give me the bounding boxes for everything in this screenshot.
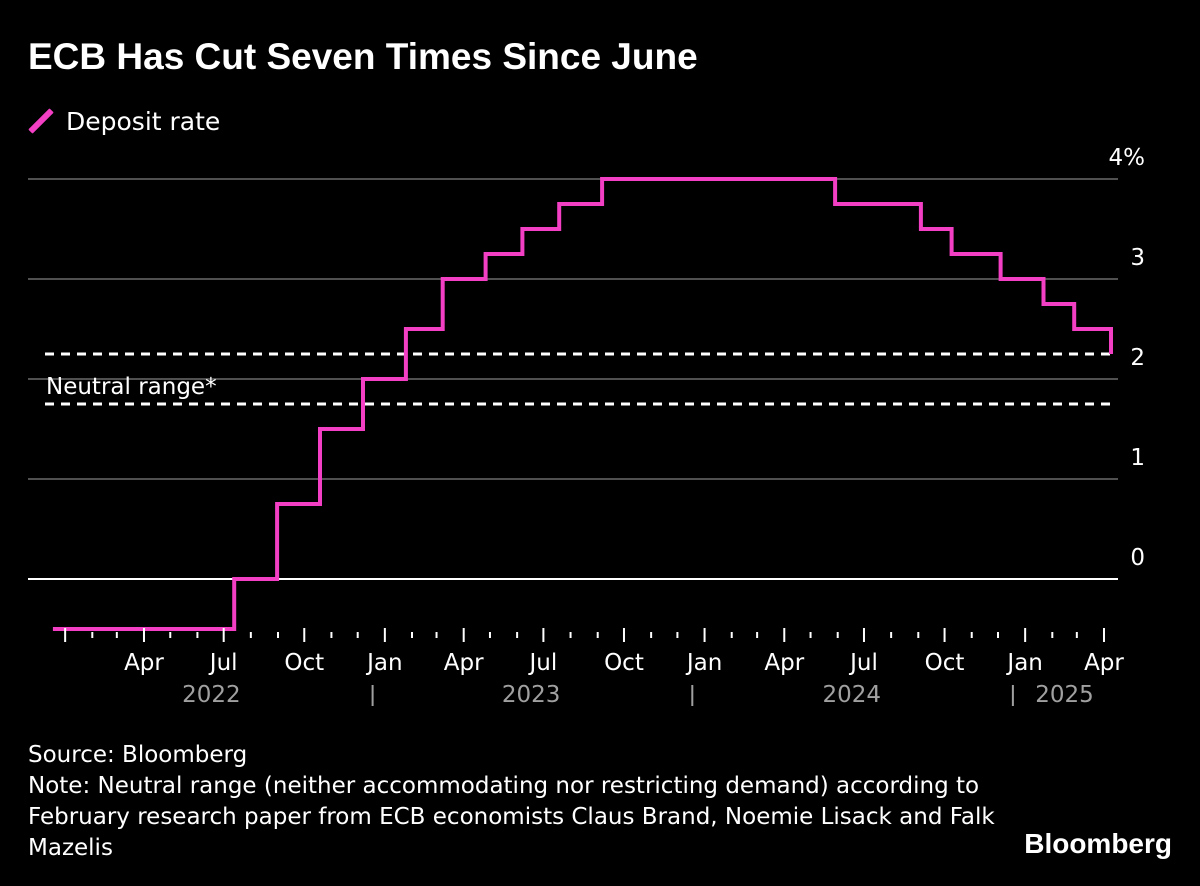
x-month-label: Apr — [764, 650, 804, 676]
x-year-label: 2024 — [822, 682, 881, 708]
x-month-label: Oct — [604, 650, 644, 676]
x-month-label: Jul — [208, 650, 238, 676]
series-line-deposit-rate — [52, 177, 1113, 631]
y-tick-label: 0 — [1130, 545, 1145, 571]
legend-label: Deposit rate — [66, 106, 221, 136]
neutral-range: Neutral range* — [45, 352, 1116, 406]
grid-lines — [28, 178, 1118, 580]
x-year-label: 2022 — [182, 682, 241, 708]
bloomberg-logo: Bloomberg — [1024, 828, 1172, 859]
x-year-label: 2023 — [502, 682, 561, 708]
x-month-label: Apr — [1084, 650, 1124, 676]
y-axis: 4% 3 2 1 0 — [1109, 145, 1146, 571]
x-month-label: Oct — [925, 650, 965, 676]
x-axis: Apr Jul Oct Jan Apr Jul Oct Jan Apr Jul Oct Jan Apr 2… — [64, 628, 1124, 708]
series-layer — [52, 177, 1113, 631]
x-month-label: Jan — [685, 650, 722, 676]
x-month-label: Jan — [1005, 650, 1042, 676]
x-month-label: Apr — [444, 650, 484, 676]
legend: Deposit rate — [28, 104, 220, 138]
x-month-label: Jul — [848, 650, 878, 676]
x-month-label: Apr — [124, 650, 164, 676]
y-tick-label: 2 — [1130, 345, 1145, 371]
x-month-label: Jul — [528, 650, 558, 676]
x-year-label: 2025 — [1035, 682, 1094, 708]
footer: Source: Bloomberg Note: Neutral range (n… — [28, 740, 1038, 864]
x-month-label: Oct — [284, 650, 324, 676]
x-month-label: Jan — [365, 650, 402, 676]
chart-title: ECB Has Cut Seven Times Since June — [28, 36, 698, 77]
y-tick-label: 4% — [1109, 145, 1146, 171]
y-tick-label: 3 — [1130, 245, 1145, 271]
neutral-range-label: Neutral range* — [46, 374, 217, 400]
note-text: Note: Neutral range (neither accommodati… — [28, 773, 995, 861]
source-text: Source: Bloomberg — [28, 742, 248, 768]
y-tick-label: 1 — [1130, 445, 1145, 471]
